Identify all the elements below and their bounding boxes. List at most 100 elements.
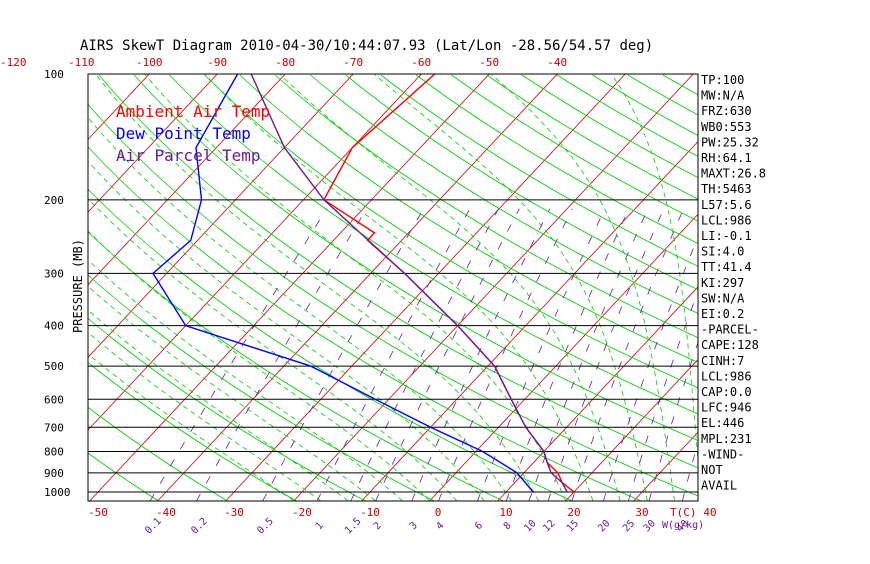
pressure-tick-label: 800 xyxy=(44,445,64,458)
index-entry: KI:297 xyxy=(701,276,744,290)
top-temp-tick-label: -110 xyxy=(68,56,95,69)
index-entry: LCL:986 xyxy=(701,369,752,383)
top-temp-tick-label: -40 xyxy=(547,56,567,69)
mixing-ratio-tick-label: 25 xyxy=(621,518,637,534)
mixing-ratio-tick-label: 8 xyxy=(502,520,514,532)
index-entry: NOT xyxy=(701,463,723,477)
bottom-temp-tick-label: 0 xyxy=(435,506,442,519)
mixing-ratio-tick-label: 0.2 xyxy=(189,516,210,537)
index-entry: FRZ:630 xyxy=(701,104,752,118)
isotherm-line xyxy=(634,65,870,501)
legend: Ambient Air Temp Dew Point Temp Air Parcel… xyxy=(116,102,270,165)
bottom-temp-tick-label: 40 xyxy=(703,506,716,519)
bottom-temp-tick-label: -50 xyxy=(88,506,108,519)
isotherm-line xyxy=(0,65,22,501)
index-entry: MPL:231 xyxy=(701,432,752,446)
index-entry: CINH:7 xyxy=(701,354,744,368)
moist-adiabat xyxy=(374,74,647,501)
isotherm-line xyxy=(430,65,838,501)
mixing-ratio-tick-label: 10 xyxy=(522,518,538,534)
mixing-ratio-tick-label: 3 xyxy=(408,520,420,532)
mixing-ratio-tick-label: 4 xyxy=(434,520,446,532)
pressure-tick-label: 300 xyxy=(44,267,64,280)
temp-unit-label: T(C) xyxy=(670,506,697,519)
legend-entry: Air Parcel Temp xyxy=(116,146,261,165)
dry-adiabat xyxy=(839,75,870,501)
index-entry: EL:446 xyxy=(701,416,744,430)
top-temp-tick-label: -50 xyxy=(479,56,499,69)
index-entry: LI:-0.1 xyxy=(701,229,752,243)
index-entry: PW:25.32 xyxy=(701,135,759,149)
isotherm-line xyxy=(770,65,870,501)
mixing-ratio-tick-label: 1 xyxy=(314,520,326,532)
mixing-ratio-line xyxy=(412,209,550,501)
index-entry: EI:0.2 xyxy=(701,307,744,321)
bottom-temp-tick-label: -20 xyxy=(292,506,312,519)
index-entry: TT:41.4 xyxy=(701,260,752,274)
pressure-tick-label: 400 xyxy=(44,320,64,333)
pressure-tick-label: 600 xyxy=(44,393,64,406)
mixing-ratio-tick-label: 30 xyxy=(642,518,658,534)
top-temp-tick-label: -60 xyxy=(411,56,431,69)
index-entry: RH:64.1 xyxy=(701,151,752,165)
pressure-tick-label: 700 xyxy=(44,421,64,434)
bottom-temp-tick-label: 30 xyxy=(635,506,648,519)
top-temp-tick-label: -100 xyxy=(136,56,163,69)
dry-adiabat xyxy=(452,75,870,501)
index-entry: -PARCEL- xyxy=(701,323,759,337)
index-entry: CAP:0.0 xyxy=(701,385,752,399)
mixing-ratio-tick-label: 20 xyxy=(596,518,612,534)
dry-adiabat xyxy=(0,75,572,501)
index-entry: MW:N/A xyxy=(701,89,745,103)
top-temp-tick-label: -80 xyxy=(275,56,295,69)
index-entry: TP:100 xyxy=(701,73,744,87)
index-entry: -WIND- xyxy=(701,447,744,461)
mixing-ratio-line xyxy=(478,209,606,501)
isotherm-line xyxy=(294,65,702,501)
pressure-tick-label: 500 xyxy=(44,360,64,373)
mixing-ratio-tick-label: 1.5 xyxy=(343,516,364,537)
dry-adiabat xyxy=(769,75,870,501)
y-axis-label: PRESSURE (MB) xyxy=(71,239,85,333)
chart-title: AIRS SkewT Diagram 2010-04-30/10:44:07.9… xyxy=(80,38,653,54)
pressure-tick-label: 1000 xyxy=(44,486,71,499)
mixing-ratio-tick-label: 0.1 xyxy=(143,516,164,537)
dry-adiabat xyxy=(170,75,870,501)
index-entry: WB0:553 xyxy=(701,120,752,134)
dry-adiabat xyxy=(804,75,870,501)
mixing-ratio-tick-label: 15 xyxy=(565,518,581,534)
mixing-ratio-tick-label: 12 xyxy=(541,518,557,534)
dry-adiabat xyxy=(416,75,870,501)
mixing-ratio-line xyxy=(548,209,664,501)
index-entry: L57:5.6 xyxy=(701,198,752,212)
top-temp-tick-label: -70 xyxy=(343,56,363,69)
bottom-temp-tick-label: -30 xyxy=(224,506,244,519)
dry-adiabat xyxy=(487,75,870,501)
series-line xyxy=(251,74,567,492)
legend-entry: Ambient Air Temp xyxy=(116,102,270,121)
mixing-ratio-line xyxy=(376,209,520,501)
bottom-temp-tick-label: 20 xyxy=(567,506,580,519)
isotherm-line xyxy=(838,65,870,501)
dry-adiabat xyxy=(346,75,870,501)
index-entry: LCL:986 xyxy=(701,213,752,227)
mixing-ratio-line xyxy=(506,209,629,501)
index-entry: SI:4.0 xyxy=(701,245,744,259)
index-entry: LFC:946 xyxy=(701,401,752,415)
moist-adiabat xyxy=(491,74,674,501)
legend-entry: Dew Point Temp xyxy=(116,124,251,143)
mixing-ratio-tick-label: 0.5 xyxy=(255,516,276,537)
dry-adiabat xyxy=(205,75,870,501)
bottom-temp-tick-label: -10 xyxy=(360,506,380,519)
index-entry: SW:N/A xyxy=(701,291,745,305)
top-temp-tick-label: -90 xyxy=(207,56,227,69)
mixing-ratio-tick-label: 2 xyxy=(372,520,384,532)
index-entry: CAPE:128 xyxy=(701,338,759,352)
bottom-temp-tick-label: -40 xyxy=(156,506,176,519)
mixing-ratio-unit-label: W(g/kg) xyxy=(662,520,704,531)
top-temp-tick-label: -120 xyxy=(0,56,26,69)
index-entry: AVAIL xyxy=(701,479,737,493)
mixing-ratio-line xyxy=(529,209,648,501)
